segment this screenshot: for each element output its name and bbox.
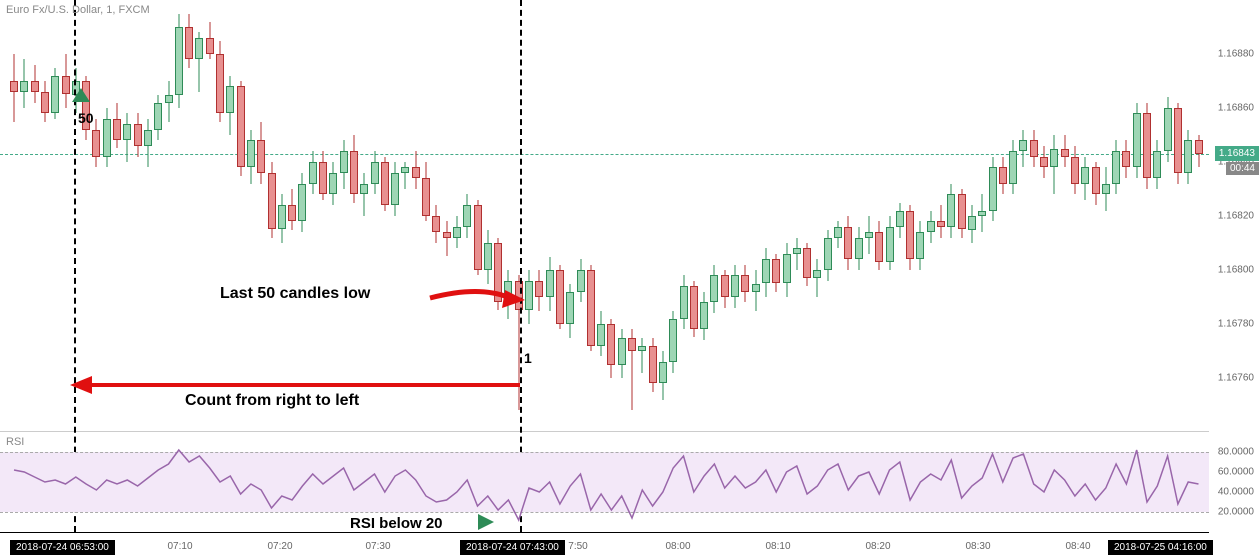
y-tick: 1.16760 [1218, 373, 1254, 384]
vline-label: 1 [524, 350, 532, 366]
x-tick: 08:20 [865, 541, 890, 552]
annotation-text: Last 50 candles low [220, 285, 370, 303]
rsi-line [0, 432, 1209, 532]
chart-container: Euro Fx/U.S. Dollar, 1, FXCM RSI 50 1 1.1… [0, 0, 1259, 557]
x-tick: 07:20 [267, 541, 292, 552]
y-tick: 1.16880 [1218, 49, 1254, 60]
x-tick: 7:50 [568, 541, 587, 552]
y-tick: 1.16860 [1218, 103, 1254, 114]
x-time-box: 2018-07-24 06:53:00 [10, 540, 115, 555]
chart-title: Euro Fx/U.S. Dollar, 1, FXCM [6, 4, 150, 16]
y-tick: 1.16800 [1218, 265, 1254, 276]
x-tick: 08:00 [665, 541, 690, 552]
rsi-indicator-chart[interactable] [0, 432, 1209, 532]
candle-countdown-badge: 00:44 [1226, 162, 1259, 175]
rsi-y-tick: 20.0000 [1218, 507, 1254, 518]
x-tick: 08:30 [965, 541, 990, 552]
current-price-badge: 1.16843 [1215, 146, 1259, 161]
time-x-axis: 7:0007:1007:2007:3007:407:5008:0008:1008… [0, 532, 1209, 557]
y-tick: 1.16780 [1218, 319, 1254, 330]
x-time-box: 2018-07-24 07:43:00 [460, 540, 565, 555]
x-tick: 08:10 [765, 541, 790, 552]
rsi-label: RSI [6, 436, 24, 448]
x-tick: 07:10 [167, 541, 192, 552]
x-tick: 08:40 [1065, 541, 1090, 552]
x-time-box: 2018-07-25 04:16:00 [1108, 540, 1213, 555]
rsi-y-tick: 40.0000 [1218, 487, 1254, 498]
y-tick: 1.16820 [1218, 211, 1254, 222]
rsi-y-tick: 80.0000 [1218, 447, 1254, 458]
vline-label: 50 [78, 110, 94, 126]
rsi-y-tick: 60.0000 [1218, 467, 1254, 478]
annotation-text: RSI below 20 [350, 515, 443, 532]
rsi-y-axis: 20.0000 40.0000 60.0000 80.0000 [1209, 432, 1259, 532]
price-y-axis: 1.167601.167801.168001.168201.168401.168… [1209, 0, 1259, 432]
main-price-chart[interactable]: 50 1 [0, 0, 1209, 432]
x-tick: 07:30 [365, 541, 390, 552]
annotation-text: Count from right to left [185, 392, 359, 410]
